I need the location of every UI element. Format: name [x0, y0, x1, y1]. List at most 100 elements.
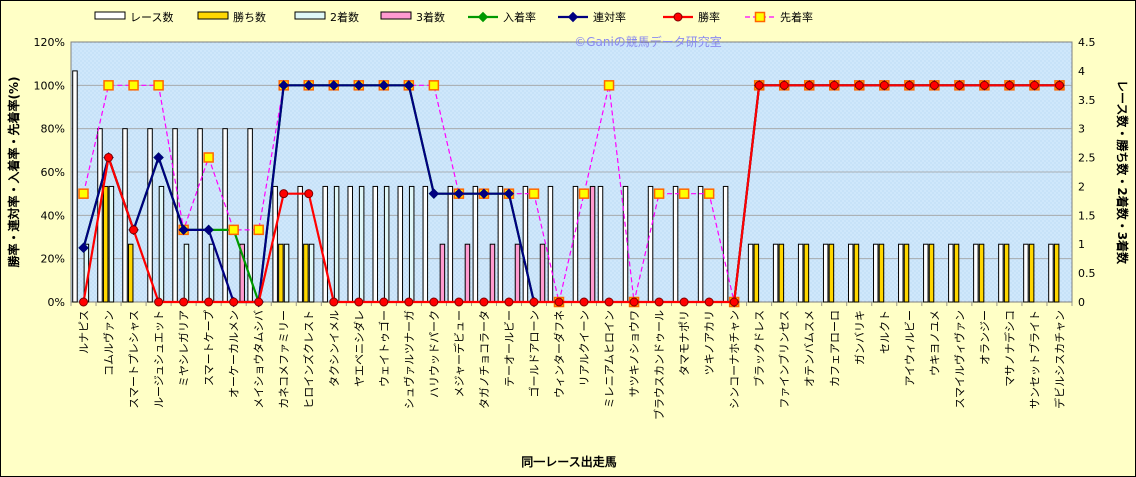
- category-label: ミレニアムヒロイン: [603, 310, 616, 408]
- point-勝率-10: [329, 297, 339, 307]
- point-勝率-27: [754, 80, 764, 90]
- bar-レース数-37: [998, 243, 1004, 303]
- point-勝率-29: [804, 80, 814, 90]
- category-label: ブラウスカンドゥール: [652, 310, 666, 420]
- legend-marker: [673, 12, 683, 22]
- point-連対率-17: [503, 188, 515, 199]
- bar-series: [72, 70, 1060, 303]
- category-label: オテンバムスメ: [803, 310, 816, 387]
- category-label: ルージュシュエット: [153, 310, 166, 408]
- category-label: デビルシスカチャン: [1052, 310, 1066, 409]
- bar-2着数-11: [358, 185, 365, 303]
- category-label: テーオールビー: [503, 310, 516, 387]
- line-series: [78, 80, 1065, 308]
- point-勝率-14: [429, 297, 439, 307]
- legend-marker: [754, 11, 766, 23]
- point-勝率-37: [1004, 80, 1014, 90]
- bar-レース数-12: [372, 185, 379, 303]
- bar-勝ち数-9: [303, 243, 309, 303]
- point-勝率-31: [854, 80, 864, 90]
- bar-2着数-4: [183, 243, 190, 303]
- point-勝率-20: [579, 297, 589, 307]
- bar-勝ち数-31: [853, 243, 860, 303]
- point-勝率-15: [454, 297, 464, 307]
- point-勝率-19: [554, 297, 564, 307]
- bar-勝ち数-32: [878, 243, 885, 303]
- line-先着率: [82, 84, 1060, 303]
- point-勝率-21: [604, 297, 614, 307]
- legend-label: 勝ち数: [233, 10, 266, 24]
- left-tick-label: 60%: [41, 166, 65, 179]
- category-label: タマモナポリ: [678, 310, 691, 376]
- point-先着率-5: [203, 152, 214, 163]
- point-先着率-23: [653, 188, 665, 199]
- category-label: シンコーナホチャン: [728, 310, 741, 409]
- legend-label: 先着率: [780, 10, 813, 24]
- bar-レース数-17: [497, 185, 504, 303]
- bar-勝ち数-35: [953, 243, 960, 303]
- point-先着率-18: [528, 188, 540, 199]
- right-tick-label: 2.5: [1078, 152, 1096, 165]
- bar-レース数-16: [472, 185, 479, 303]
- category-label: スマートプレシャス: [128, 310, 141, 409]
- point-勝率-11: [354, 297, 364, 307]
- legend-label: 勝率: [698, 10, 720, 24]
- point-先着率-0: [78, 188, 89, 199]
- point-連対率-9: [303, 80, 314, 91]
- bar-レース数-8: [272, 185, 278, 303]
- y-axis-right-label: レース数・勝ち数・2着数・3着数: [1115, 80, 1130, 265]
- bar-2着数-3: [158, 185, 165, 303]
- point-勝率-38: [1029, 80, 1039, 90]
- right-tick-label: 0: [1078, 296, 1085, 309]
- point-先着率-1: [103, 80, 114, 91]
- bar-3着数-17: [514, 243, 521, 303]
- bar-レース数-22: [622, 185, 629, 303]
- point-勝率-16: [479, 297, 489, 307]
- point-連対率-10: [328, 80, 339, 91]
- bar-レース数-25: [697, 185, 704, 303]
- point-勝率-18: [529, 297, 539, 307]
- bar-勝ち数-2: [127, 243, 134, 303]
- left-tick-label: 20%: [41, 253, 65, 266]
- point-連対率-8: [278, 80, 289, 91]
- point-先着率-21: [603, 80, 615, 91]
- bar-勝ち数-30: [828, 243, 835, 303]
- bar-レース数-32: [873, 243, 879, 303]
- bar-3着数-18: [539, 243, 546, 303]
- point-勝率-22: [629, 297, 639, 307]
- point-先着率-25: [703, 188, 715, 199]
- legend-label: 3着数: [416, 10, 445, 24]
- bar-3着数-14: [439, 243, 446, 303]
- bar-2着数-10: [333, 185, 340, 303]
- left-tick-label: 80%: [41, 123, 65, 136]
- bar-レース数-13: [397, 185, 404, 303]
- category-label: メイショウタムシバ: [253, 310, 266, 409]
- bar-2着数-13: [408, 185, 415, 303]
- category-labels: ルナピス コムルヴァン スマートプレシャス ルージュシュエット ミヤシレガリア スマートケ…: [78, 310, 1067, 420]
- category-label: コムルヴァン: [102, 310, 116, 376]
- category-label: ウェイトゥゴー: [377, 310, 391, 387]
- point-連対率-5: [203, 224, 214, 236]
- left-tick-label: 100%: [34, 79, 65, 92]
- bar-レース数-21: [597, 185, 604, 303]
- bar-レース数-5: [197, 128, 203, 303]
- bar-レース数-18: [522, 185, 529, 303]
- bar-レース数-33: [898, 243, 904, 303]
- bar-勝ち数-1: [102, 185, 109, 303]
- category-label: ヤエベニシダレ: [352, 310, 366, 387]
- bar-レース数-24: [672, 185, 679, 303]
- category-label: セルクト: [878, 310, 891, 354]
- left-tick-label: 40%: [41, 209, 65, 222]
- bar-レース数-3: [147, 128, 153, 303]
- category-label: オーケーカルメン: [228, 310, 241, 398]
- category-label: スマートケープ: [203, 310, 216, 386]
- category-label: アイウィルビー: [903, 310, 916, 386]
- legend-swatch: [94, 11, 126, 20]
- bar-レース数-11: [347, 185, 353, 303]
- legend-label: 連対率: [593, 10, 626, 24]
- legend-swatch: [294, 11, 326, 20]
- category-label: カネコメファミリー: [278, 310, 291, 409]
- category-label: ツキノアカリ: [703, 310, 716, 375]
- point-勝率-24: [679, 297, 689, 307]
- point-勝率-35: [954, 80, 964, 90]
